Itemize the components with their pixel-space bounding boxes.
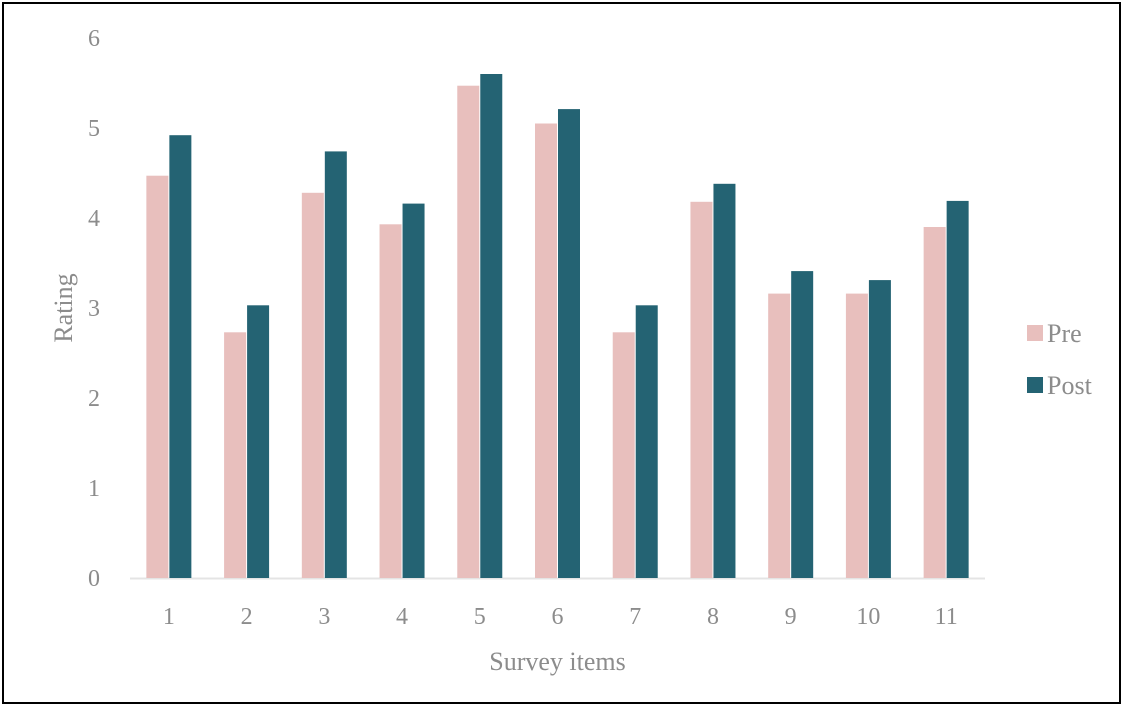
bar-pre-item-11 — [923, 227, 946, 578]
y-tick-label: 3 — [88, 296, 100, 322]
bar-pre-item-6 — [535, 123, 557, 578]
bar-pre-item-3 — [301, 192, 324, 579]
legend-label-post: Post — [1047, 371, 1093, 400]
y-tick-label: 2 — [88, 386, 100, 412]
y-tick-label: 6 — [88, 26, 100, 52]
x-tick-label: 4 — [396, 604, 408, 630]
y-tick-label: 5 — [88, 116, 100, 142]
bar-post-item-4 — [402, 203, 425, 578]
bar-post-item-2 — [247, 305, 270, 578]
x-tick-label: 2 — [241, 604, 253, 630]
x-tick-label: 5 — [474, 604, 486, 630]
y-tick-label: 4 — [88, 206, 100, 232]
bar-post-item-10 — [868, 280, 891, 578]
bar-post-item-8 — [713, 183, 736, 579]
x-tick-label: 10 — [856, 604, 880, 630]
bar-post-item-9 — [791, 271, 814, 578]
x-tick-label: 11 — [935, 604, 958, 630]
bar-pre-item-5 — [457, 85, 480, 578]
legend: Pre Post — [1027, 319, 1093, 400]
bar-pre-item-2 — [224, 332, 247, 578]
bar-pre-item-9 — [768, 293, 791, 578]
y-axis-title: Rating — [49, 273, 78, 342]
x-tick-label: 9 — [785, 604, 797, 630]
x-axis-tick-labels: 1 2 3 4 5 6 7 8 9 10 11 — [163, 604, 958, 630]
legend-swatch-post — [1027, 377, 1043, 393]
bar-post-item-5 — [480, 74, 503, 578]
bar-post-item-3 — [324, 151, 347, 578]
bar-post-item-6 — [558, 109, 580, 578]
legend-label-pre: Pre — [1047, 319, 1082, 348]
bar-pre-item-1 — [146, 175, 169, 578]
bar-series-group — [146, 74, 969, 579]
bar-pre-item-7 — [612, 332, 635, 578]
bar-pre-item-4 — [379, 224, 402, 579]
legend-swatch-pre — [1027, 325, 1043, 341]
x-axis-title: Survey items — [489, 647, 626, 676]
y-tick-label: 1 — [88, 476, 100, 502]
bar-pre-item-10 — [845, 293, 868, 578]
x-tick-label: 8 — [707, 604, 719, 630]
x-tick-label: 6 — [552, 604, 564, 630]
y-tick-label: 0 — [88, 566, 100, 592]
x-tick-label: 7 — [629, 604, 641, 630]
bar-pre-item-8 — [690, 201, 713, 579]
bar-post-item-1 — [169, 135, 192, 578]
x-tick-label: 3 — [318, 604, 330, 630]
y-axis-tick-labels: 0 1 2 3 4 5 6 — [88, 26, 100, 592]
bar-post-item-11 — [946, 200, 969, 578]
bar-post-item-7 — [635, 305, 658, 578]
x-tick-label: 1 — [163, 604, 175, 630]
